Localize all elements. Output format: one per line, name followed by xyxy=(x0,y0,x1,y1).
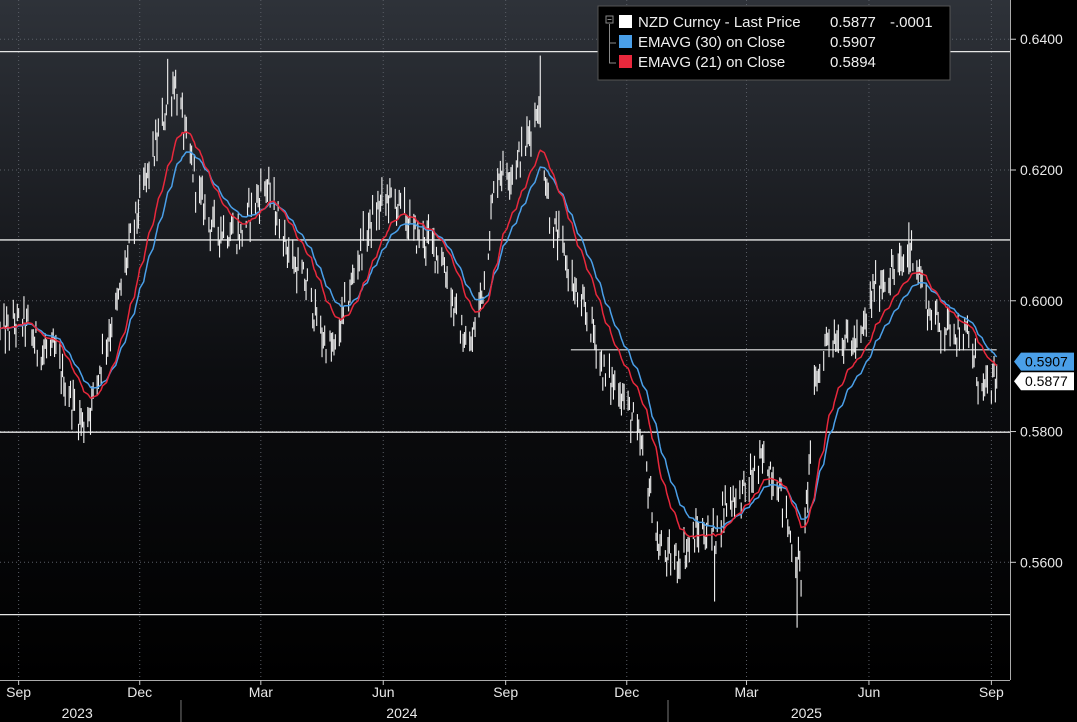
x-tick-label: Jun xyxy=(858,684,881,700)
ema21-line xyxy=(0,131,998,538)
legend-label: NZD Curncy - Last Price xyxy=(638,14,801,31)
x-tick-label: Mar xyxy=(249,684,273,700)
last-value-text: 0.5877 xyxy=(1025,373,1068,389)
year-label: 2023 xyxy=(62,705,93,721)
x-tick-label: Dec xyxy=(127,684,152,700)
x-tick-label: Sep xyxy=(979,684,1004,700)
x-tick-label: Dec xyxy=(614,684,639,700)
legend-change: -.0001 xyxy=(890,14,933,31)
year-label: 2025 xyxy=(791,705,822,721)
ema30-line xyxy=(0,151,998,530)
y-tick-label: 0.6400 xyxy=(1020,31,1063,47)
legend-swatch xyxy=(619,55,632,68)
tree-lines xyxy=(609,24,616,64)
year-label: 2024 xyxy=(386,705,417,721)
legend-box xyxy=(597,5,951,81)
last-value-text: 0.5907 xyxy=(1025,354,1068,370)
legend-label: EMAVG (30) on Close xyxy=(638,34,785,51)
collapse-icon[interactable] xyxy=(605,15,614,24)
x-tick-label: Jun xyxy=(372,684,395,700)
last-value-tag xyxy=(1014,352,1074,371)
plot-background xyxy=(0,0,1010,680)
y-tick-label: 0.5800 xyxy=(1020,424,1063,440)
y-tick-label: 0.6200 xyxy=(1020,162,1063,178)
price-bars xyxy=(0,55,998,628)
x-tick-label: Sep xyxy=(493,684,518,700)
last-value-label: 0.5907 xyxy=(1014,352,1074,371)
legend-swatch xyxy=(619,35,632,48)
legend-swatch xyxy=(619,15,632,28)
legend-value: 0.5907 xyxy=(830,34,876,51)
legend-value: 0.5894 xyxy=(830,54,876,71)
x-tick-label: Mar xyxy=(734,684,758,700)
last-value-label: 0.5877 xyxy=(1014,372,1074,391)
y-tick-label: 0.6000 xyxy=(1020,293,1063,309)
last-value-tag xyxy=(1014,372,1074,391)
legend-value: 0.5877 xyxy=(830,14,876,31)
y-tick-label: 0.5600 xyxy=(1020,554,1063,570)
time-axis-background xyxy=(0,680,1010,722)
x-tick-label: Sep xyxy=(6,684,31,700)
legend-label: EMAVG (21) on Close xyxy=(638,54,785,71)
